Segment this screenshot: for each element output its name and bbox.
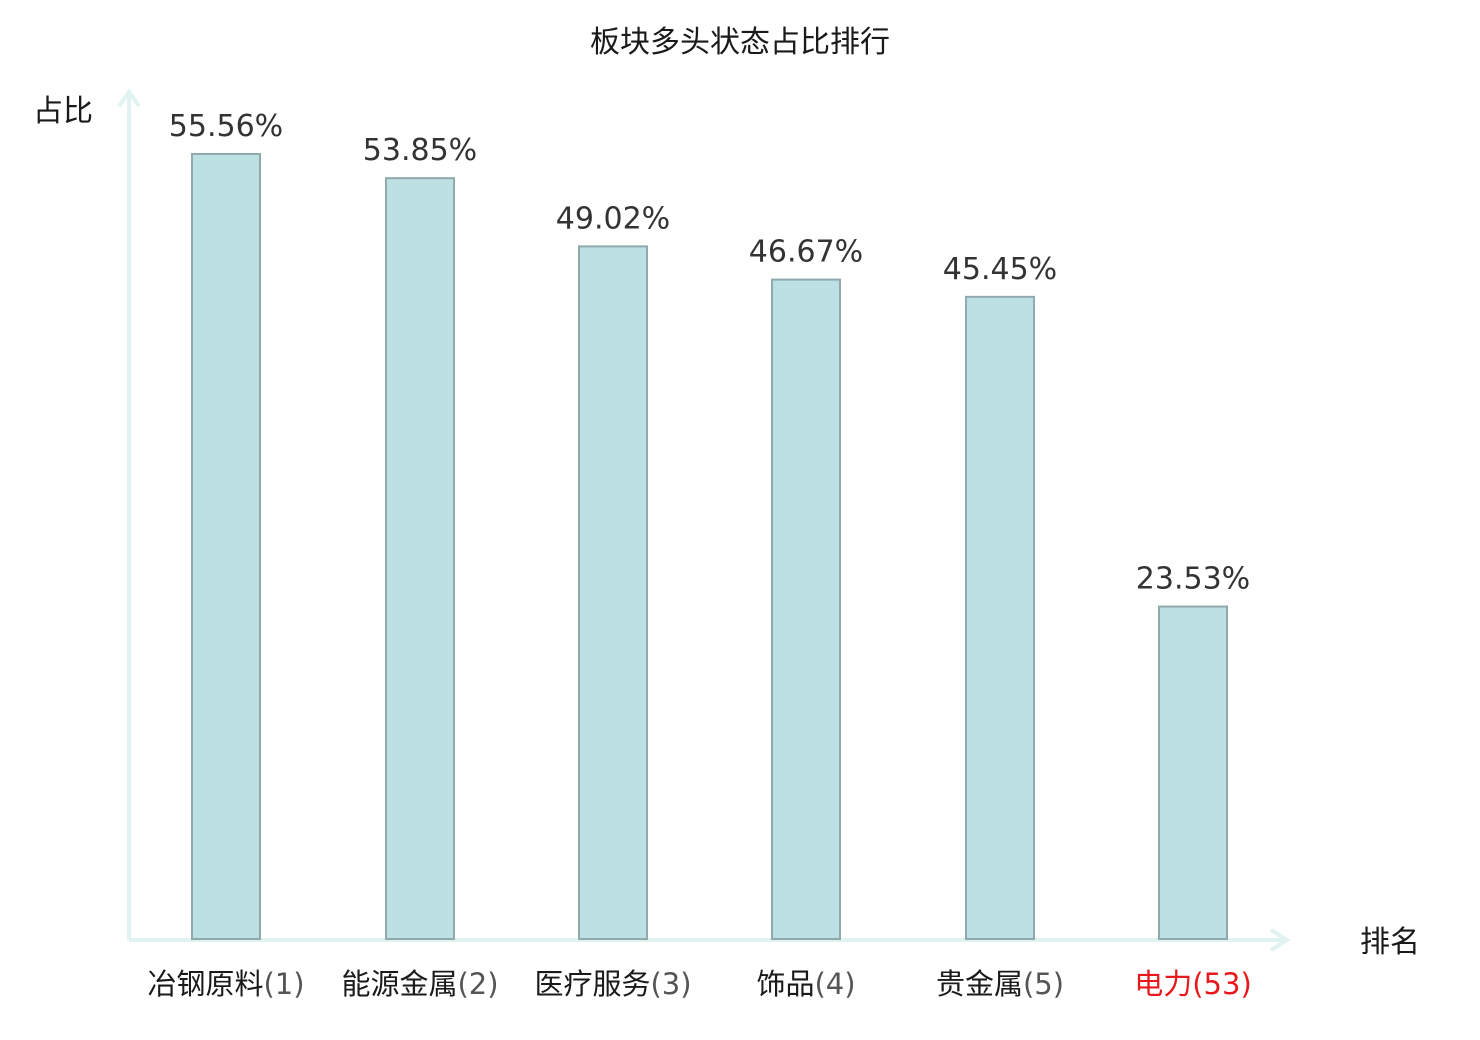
category-label-6: 电力(53) xyxy=(1134,967,1252,1001)
bar-4 xyxy=(771,278,841,940)
bar-2 xyxy=(385,177,455,941)
category-name-2: 能源金属 xyxy=(341,967,457,1001)
value-label-3: 49.02% xyxy=(556,201,670,236)
value-label-6: 23.53% xyxy=(1136,562,1250,597)
category-name-1: 冶钢原料 xyxy=(147,967,263,1001)
bar-3 xyxy=(578,245,648,940)
bar-6 xyxy=(1158,605,1228,940)
value-label-5: 45.45% xyxy=(943,252,1057,287)
chart-title: 板块多头状态占比排行 xyxy=(590,25,890,60)
value-label-1: 55.56% xyxy=(169,109,283,144)
value-label-2: 53.85% xyxy=(363,133,477,168)
category-label-4: 饰品(4) xyxy=(756,967,855,1001)
x-axis xyxy=(129,928,1291,952)
bar-5 xyxy=(965,295,1035,940)
category-label-3: 医疗服务(3) xyxy=(534,967,691,1001)
category-name-3: 医疗服务 xyxy=(534,967,650,1001)
category-name-6: 电力 xyxy=(1134,967,1192,1001)
x-axis-label: 排名 xyxy=(1360,925,1420,960)
bars-group xyxy=(191,153,1228,941)
y-axis-label: 占比 xyxy=(33,94,93,129)
category-label-5: 贵金属(5) xyxy=(936,967,1064,1001)
bar-1 xyxy=(191,153,261,940)
category-rank-3: (3) xyxy=(650,967,691,1001)
category-rank-2: (2) xyxy=(457,967,498,1001)
category-rank-5: (5) xyxy=(1023,967,1064,1001)
value-label-4: 46.67% xyxy=(749,235,863,270)
category-rank-4: (4) xyxy=(814,967,855,1001)
category-labels-group: 冶钢原料(1) 能源金属(2) 医疗服务(3) 饰品(4) 贵金属(5) 电力(53) xyxy=(147,967,1251,1001)
category-label-1: 冶钢原料(1) xyxy=(147,967,304,1001)
y-axis xyxy=(117,88,141,940)
category-label-2: 能源金属(2) xyxy=(341,967,498,1001)
category-rank-1: (1) xyxy=(263,967,304,1001)
value-labels-group: 55.56% 53.85% 49.02% 46.67% 45.45% 23.53% xyxy=(169,109,1250,597)
category-name-5: 贵金属 xyxy=(936,967,1023,1001)
category-name-4: 饰品 xyxy=(756,967,814,1001)
category-rank-6: (53) xyxy=(1192,967,1252,1001)
